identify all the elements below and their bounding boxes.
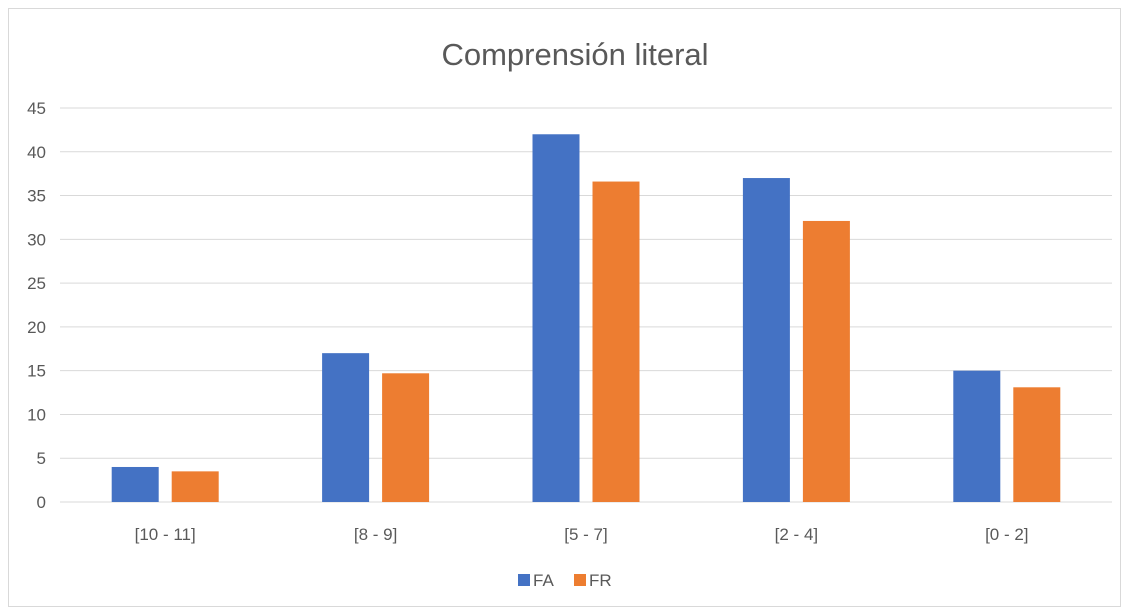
y-tick-label: 15 (27, 362, 46, 381)
legend-swatch-FA (518, 574, 530, 586)
bar-FR-2 (592, 181, 640, 502)
y-tick-label: 45 (27, 99, 46, 118)
bar-FR-0 (171, 471, 219, 502)
gridlines (60, 107, 1112, 503)
bar-FA-4 (953, 370, 1001, 502)
y-tick-label: 5 (37, 449, 46, 468)
bar-FA-3 (742, 178, 790, 503)
bar-FR-3 (802, 220, 850, 503)
y-tick-label: 10 (27, 405, 46, 424)
y-tick-label: 35 (27, 187, 46, 206)
legend-label-FR: FR (589, 571, 612, 590)
y-tick-label: 30 (27, 230, 46, 249)
x-tick-label: [5 - 7] (564, 525, 607, 544)
x-tick-label: [10 - 11] (135, 525, 196, 544)
legend-swatch-FR (574, 574, 586, 586)
bar-FA-1 (322, 353, 370, 502)
y-tick-label: 40 (27, 143, 46, 162)
bar-FR-4 (1013, 387, 1061, 502)
x-tick-label: [2 - 4] (775, 525, 818, 544)
bar-FA-2 (532, 134, 580, 502)
y-tick-label: 0 (37, 493, 46, 512)
bars (111, 134, 1061, 503)
y-axis-ticks: 0 5 10 15 20 25 30 35 40 45 (27, 99, 46, 512)
y-tick-label: 25 (27, 274, 46, 293)
chart-title: Comprensión literal (441, 37, 708, 72)
y-tick-label: 20 (27, 318, 46, 337)
bar-FR-1 (382, 373, 430, 502)
x-tick-label: [0 - 2] (985, 525, 1028, 544)
legend-label-FA: FA (533, 571, 554, 590)
bar-FA-0 (111, 466, 159, 502)
legend: FA FR (518, 571, 612, 590)
x-axis-ticks: [10 - 11] [8 - 9] [5 - 7] [2 - 4] [0 - 2] (135, 525, 1029, 544)
x-tick-label: [8 - 9] (354, 525, 397, 544)
